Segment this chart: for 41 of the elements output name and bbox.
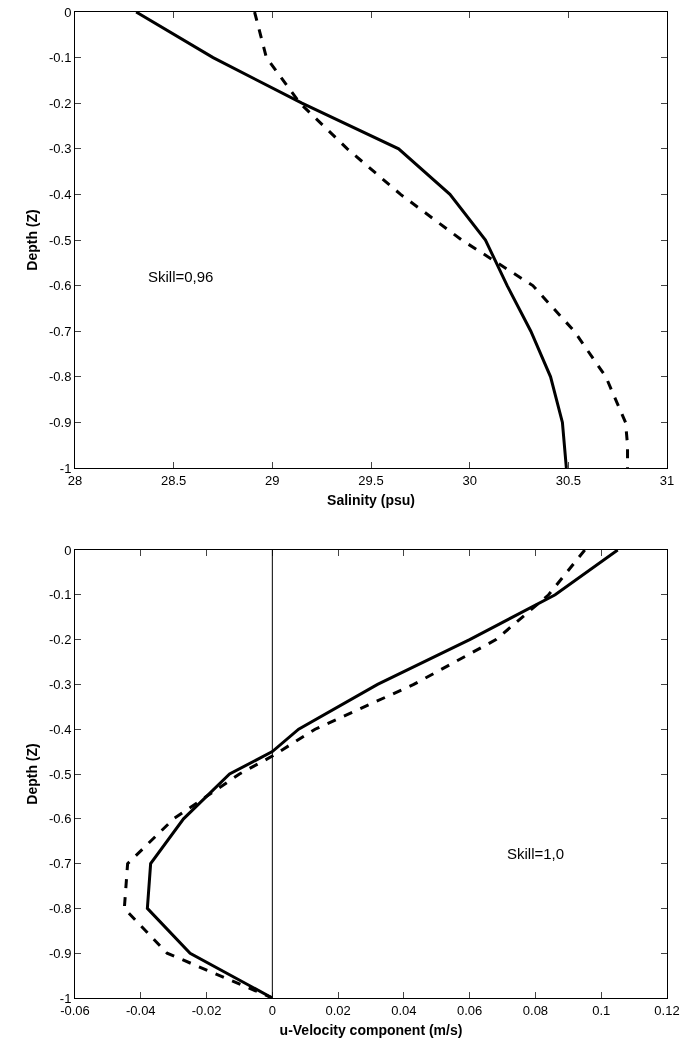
x-tick-label: 29.5: [358, 472, 384, 488]
x-tick-label: 29: [265, 472, 280, 488]
x-tick-label: 0.12: [654, 1002, 680, 1018]
x-tick-label: 0.02: [325, 1002, 351, 1018]
x-axis-title: u-Velocity component (m/s): [279, 1021, 463, 1038]
y-tick-label: -0.8: [48, 369, 72, 385]
y-tick-label: -0.4: [48, 186, 72, 202]
x-tick-label: 28.5: [161, 472, 187, 488]
x-axis-title: Salinity (psu): [327, 491, 415, 508]
y-tick-label: -0.5: [48, 766, 72, 782]
y-tick-label: 0: [64, 542, 72, 558]
y-axis-title: Depth (Z): [23, 209, 40, 271]
x-tick-label: 0.06: [457, 1002, 483, 1018]
x-tick-label: -0.04: [125, 1002, 156, 1018]
y-tick-label: -0.6: [48, 811, 72, 827]
annotation: Skill=0,96: [148, 268, 214, 285]
y-tick-label: 0: [64, 4, 72, 20]
y-tick-label: -0.2: [48, 95, 72, 111]
y-tick-label: -0.2: [48, 632, 72, 648]
x-tick-label: 30: [462, 472, 477, 488]
x-tick-label: 0: [268, 1002, 276, 1018]
y-tick-label: -0.1: [48, 587, 72, 603]
y-tick-label: -0.7: [48, 856, 72, 872]
x-tick-label: 31: [659, 472, 675, 488]
x-tick-label: 0.08: [522, 1002, 549, 1018]
y-tick-label: -0.6: [48, 278, 72, 294]
y-tick-label: -0.1: [48, 50, 72, 66]
y-axis-title: Depth (Z): [23, 743, 40, 805]
y-tick-label: -0.4: [48, 721, 72, 737]
y-tick-label: -0.3: [48, 141, 72, 157]
x-tick-label: -0.02: [191, 1002, 222, 1018]
y-tick-label: -0.7: [48, 323, 72, 339]
y-tick-label: -0.9: [48, 414, 72, 430]
x-tick-label: 0.1: [592, 1002, 611, 1018]
y-tick-label: -0.5: [48, 232, 72, 248]
y-tick-label: -0.9: [48, 945, 72, 961]
x-tick-label: 30.5: [555, 472, 581, 488]
annotation: Skill=1,0: [507, 845, 565, 862]
y-tick-label: -0.3: [48, 676, 72, 692]
x-tick-label: 0.04: [391, 1002, 417, 1018]
y-tick-label: -0.8: [48, 900, 72, 916]
